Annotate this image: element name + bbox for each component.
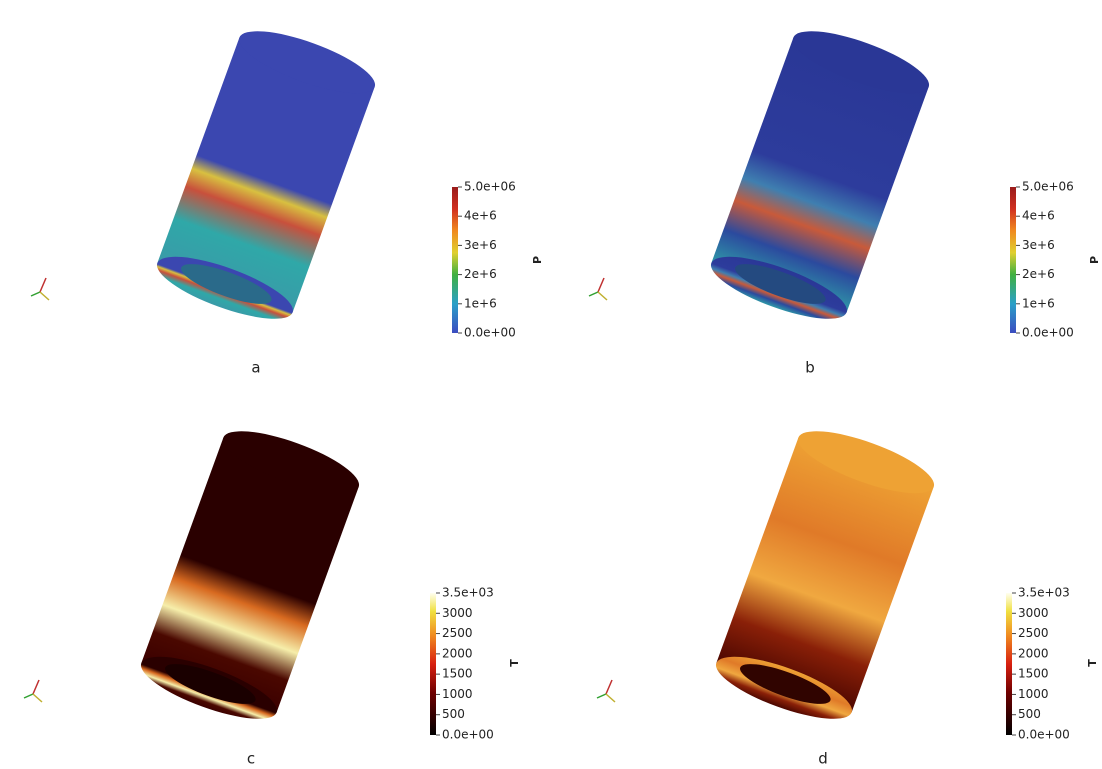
colorbar	[1010, 187, 1016, 333]
colorbar-tick-label: 0.0e+00	[1018, 728, 1070, 742]
colorbar	[1006, 593, 1012, 735]
colorbar-tick-label: 500	[1018, 707, 1041, 721]
panel-label: d	[818, 750, 828, 768]
colorbar-tick-label: 1500	[1018, 667, 1049, 681]
panel-label: c	[247, 750, 255, 768]
cylinder-render	[704, 19, 935, 331]
colorbar-tick-label: 5.0e+06	[1022, 180, 1074, 194]
colorbar-tick-label: 3000	[1018, 606, 1049, 620]
colorbar-title: P	[531, 256, 544, 264]
colorbar-tick-label: 500	[442, 707, 465, 721]
colorbar-tick-label: 2000	[442, 646, 473, 660]
axis-triad	[31, 292, 40, 296]
colorbar-tick-label: 3.5e+03	[442, 586, 494, 600]
colorbar-tick-label: 0.0e+00	[1022, 326, 1074, 340]
colorbar-tick-label: 4e+6	[1022, 209, 1055, 223]
colorbar	[452, 187, 458, 333]
colorbar-tick-label: 0.0e+00	[442, 728, 494, 742]
colorbar-tick-label: 2e+6	[1022, 267, 1055, 281]
figure: 5.0e+06 4e+6 3e+6 2e+6 1e+6 0.0e+00 Pa 5.0e+06 4…	[0, 0, 1102, 769]
colorbar-tick-label: 2000	[1018, 646, 1049, 660]
axis-triad	[40, 278, 46, 292]
colorbar-title: T	[1086, 659, 1099, 667]
axis-triad	[598, 278, 604, 292]
colorbar-tick-label: 3e+6	[464, 238, 497, 252]
axis-triad	[606, 694, 615, 702]
axis-triad	[40, 292, 49, 300]
colorbar-tick-label: 1e+6	[1022, 296, 1055, 310]
panel-label: b	[805, 359, 815, 377]
axis-triad	[598, 292, 607, 300]
colorbar-tick-label: 3e+6	[1022, 238, 1055, 252]
cylinder-render	[709, 419, 940, 731]
colorbar-title: P	[1088, 256, 1101, 264]
colorbar-title: T	[508, 659, 521, 667]
colorbar-tick-label: 1e+6	[464, 296, 497, 310]
colorbar-tick-label: 1000	[442, 687, 473, 701]
colorbar-tick-label: 2e+6	[464, 267, 497, 281]
colorbar-tick-label: 0.0e+00	[464, 326, 516, 340]
axis-triad	[33, 694, 42, 702]
colorbar-tick-label: 5.0e+06	[464, 180, 516, 194]
axis-triad	[597, 694, 606, 698]
colorbar-tick-label: 2500	[1018, 626, 1049, 640]
colorbar-tick-label: 2500	[442, 626, 473, 640]
panel-label: a	[251, 359, 260, 377]
colorbar-tick-label: 4e+6	[464, 209, 497, 223]
colorbar-tick-label: 1000	[1018, 687, 1049, 701]
axis-triad	[606, 680, 612, 694]
cylinder-render	[150, 19, 381, 331]
colorbar	[430, 593, 436, 735]
axis-triad	[24, 694, 33, 698]
cylinder-render	[134, 419, 365, 731]
colorbar-tick-label: 3000	[442, 606, 473, 620]
colorbar-tick-label: 3.5e+03	[1018, 586, 1070, 600]
colorbar-tick-label: 1500	[442, 667, 473, 681]
axis-triad	[589, 292, 598, 296]
axis-triad	[33, 680, 39, 694]
